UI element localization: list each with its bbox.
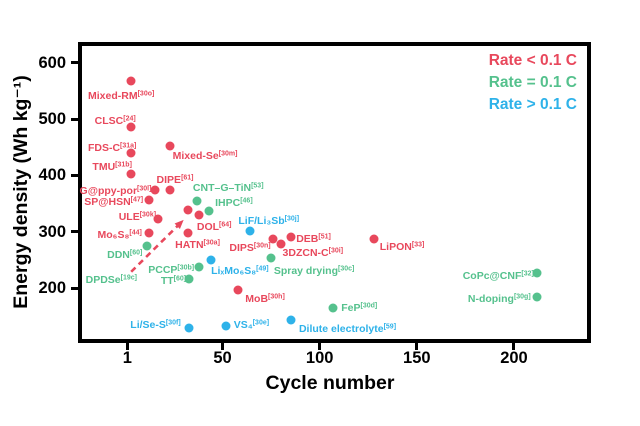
legend-entry-rate_gt: Rate > 0.1 C: [488, 96, 577, 113]
trend-arrow-head: [174, 219, 184, 229]
legend-entry-rate_eq: Rate = 0.1 C: [488, 74, 577, 91]
legend: Rate < 0.1 C Rate = 0.1 C Rate > 0.1 C: [489, 50, 577, 116]
y-axis-title: Energy density (Wh kg⁻¹): [10, 75, 32, 309]
legend-entry-rate_lt: Rate < 0.1 C: [488, 52, 577, 69]
plot-area: [78, 42, 591, 343]
x-axis-title: Cycle number: [265, 372, 395, 394]
trend-arrow-line: [130, 224, 179, 273]
